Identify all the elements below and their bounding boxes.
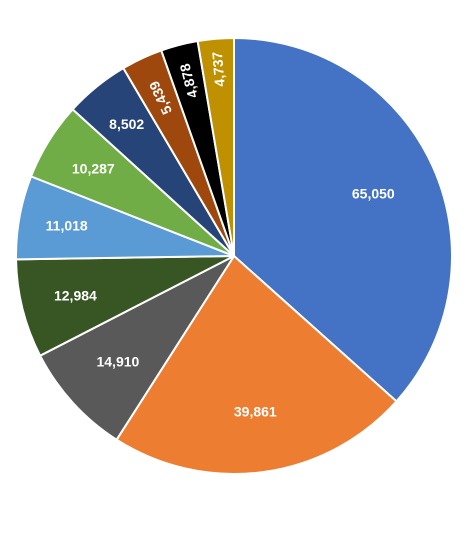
pie-data-labels: 65,050 39,861 14,910 12,984 11,018 10,287 8,50… <box>46 51 395 420</box>
pie-data-label-5: 11,018 <box>46 218 88 234</box>
pie-slices <box>15 37 453 475</box>
pie-data-label-7: 8,502 <box>109 116 144 132</box>
pie-data-label-3: 14,910 <box>96 354 139 370</box>
pie-data-label-4: 12,984 <box>54 288 97 304</box>
pie-slice-4 <box>15 255 235 357</box>
pie-data-label-10: 4,737 <box>209 51 228 87</box>
pie-data-label-2: 39,861 <box>234 404 277 420</box>
pie-slice-3 <box>39 255 235 441</box>
pie-data-label-1: 65,050 <box>352 186 395 202</box>
pie-slice-10 <box>196 37 235 257</box>
pie-slice-1 <box>233 37 453 403</box>
pie-slice-2 <box>115 255 398 475</box>
pie-data-label-6: 10,287 <box>72 161 115 177</box>
